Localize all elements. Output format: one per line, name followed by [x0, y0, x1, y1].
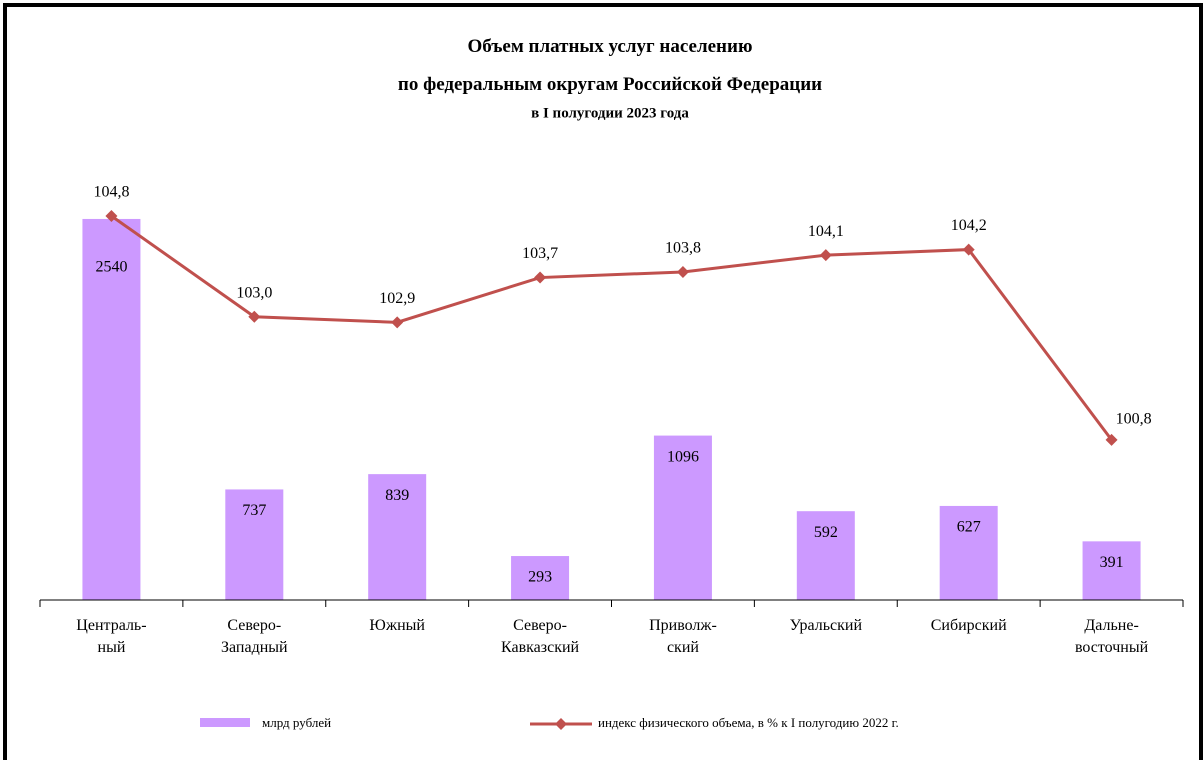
- line-marker: [248, 310, 261, 323]
- line-label: 104,8: [93, 184, 129, 201]
- x-tick-label: Приволж-ский: [649, 617, 717, 656]
- line-marker: [534, 271, 547, 284]
- bar: [82, 218, 141, 600]
- legend-label: млрд рублей: [262, 715, 331, 730]
- x-tick-label: Дальне-восточный: [1075, 617, 1149, 656]
- line-marker: [105, 209, 118, 222]
- x-tick-label: Централь-ный: [76, 617, 146, 656]
- bar: [511, 556, 570, 600]
- line-label: 103,7: [522, 245, 558, 262]
- bar: [225, 489, 284, 600]
- bar-label: 293: [528, 569, 552, 586]
- line-marker: [391, 316, 404, 329]
- chart-subtitle: в I полугодии 2023 года: [531, 105, 689, 121]
- bar: [653, 435, 712, 600]
- legend-swatch: [555, 718, 567, 730]
- bar: [939, 505, 998, 600]
- line-marker: [1105, 433, 1118, 446]
- line-marker: [676, 265, 689, 278]
- bar-label: 1096: [667, 448, 699, 465]
- bar-label: 737: [242, 502, 266, 519]
- x-tick-label: Северо-Западный: [221, 617, 288, 656]
- legend-label: индекс физического объема, в % к I полуг…: [598, 715, 899, 730]
- bar-label: 2540: [95, 259, 127, 276]
- line-label: 103,8: [665, 240, 701, 257]
- x-tick-label: Уральский: [790, 617, 863, 634]
- line-marker: [819, 249, 832, 262]
- line-label: 103,0: [236, 284, 272, 301]
- chart-title: Объем платных услуг населению по федераль…: [398, 36, 822, 95]
- bar: [1082, 541, 1141, 600]
- line-label: 102,9: [379, 290, 415, 307]
- bar-label: 391: [1100, 554, 1124, 571]
- x-tick-label: Сибирский: [931, 617, 1007, 634]
- x-tick-label: Северо-Кавказский: [501, 617, 580, 656]
- bar-label: 627: [957, 519, 981, 536]
- bar: [368, 474, 427, 600]
- legend-swatch: [200, 718, 250, 727]
- bar-label: 839: [385, 487, 409, 504]
- bar: [796, 511, 855, 600]
- line-label: 104,1: [808, 223, 844, 240]
- frame: [3, 3, 1203, 760]
- bar-label: 592: [814, 524, 838, 541]
- line: [110, 214, 1113, 441]
- line-marker: [962, 243, 975, 256]
- line-label: 100,8: [1116, 411, 1152, 428]
- line-label: 104,2: [951, 217, 987, 234]
- x-tick-label: Южный: [369, 617, 425, 634]
